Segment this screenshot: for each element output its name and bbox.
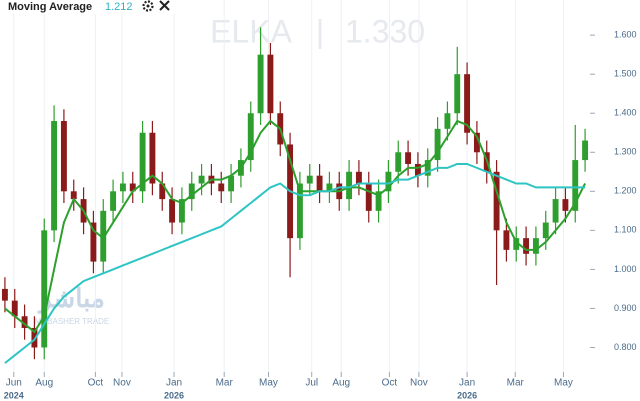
x-axis-bg: [0, 372, 640, 401]
y-tick-label: 1.400: [614, 108, 637, 118]
candle-body: [454, 74, 461, 114]
watermark-symbol: ELKA: [210, 13, 292, 49]
gear-center[interactable]: [146, 4, 150, 8]
candle-body: [473, 132, 480, 153]
candle-body: [444, 113, 451, 129]
y-tick-label: 1.300: [614, 147, 637, 157]
x-tick-label: Aug: [332, 378, 350, 389]
x-tick-label: Jun: [6, 378, 22, 389]
watermark-divider: |: [316, 13, 324, 49]
candle-body: [365, 183, 372, 211]
candle-body: [110, 191, 117, 211]
candle-body: [119, 183, 126, 192]
candle-body: [552, 199, 559, 223]
candle-body: [267, 54, 274, 114]
x-year-label: 2026: [164, 390, 184, 400]
y-tick-label: 0.900: [614, 303, 637, 313]
y-tick-label: 1.000: [614, 264, 637, 274]
x-tick-label: Nov: [113, 378, 131, 389]
candle-body: [188, 183, 195, 200]
candle-body: [31, 327, 38, 348]
candle-body: [41, 230, 48, 348]
close-icon[interactable]: [159, 0, 170, 11]
x-tick-label: Jul: [305, 378, 318, 389]
candle-body: [513, 238, 520, 250]
candle-body: [542, 222, 549, 239]
candle-body: [306, 175, 313, 184]
candle-body: [375, 191, 382, 211]
candle-body: [149, 132, 156, 184]
header-bg: [0, 0, 180, 14]
candle-body: [346, 171, 353, 200]
candle-body: [464, 74, 471, 133]
settings-icon[interactable]: [142, 0, 154, 12]
candle-body: [493, 171, 500, 231]
candle-body: [503, 230, 510, 250]
x-tick-label: Jan: [166, 378, 182, 389]
candle-body: [228, 175, 235, 192]
candle-body: [523, 238, 530, 254]
x-year-label: 2024: [4, 390, 24, 400]
x-tick-label: Oct: [382, 378, 398, 389]
moving-average-line: [4, 119, 586, 334]
candle-body: [572, 160, 579, 211]
candle-body: [169, 199, 176, 223]
candle-body: [51, 121, 58, 231]
y-tick-label: 0.800: [614, 342, 637, 352]
x-tick-label: Jan: [459, 378, 475, 389]
candle-body: [316, 175, 323, 192]
candle-body: [296, 183, 303, 239]
moving-average-line: [4, 162, 586, 364]
gear[interactable]: [142, 0, 154, 12]
candle-body: [326, 183, 333, 192]
y-tick-label: 1.500: [614, 69, 637, 79]
x-tick-label: Mar: [216, 378, 234, 389]
candle-body: [159, 183, 166, 200]
candle-body: [257, 54, 264, 114]
y-tick-label: 1.200: [614, 186, 637, 196]
indicator-name: Moving Average: [8, 1, 92, 13]
candle-body: [11, 300, 18, 317]
candle-body: [90, 222, 97, 262]
x-tick-label: Aug: [35, 378, 53, 389]
candle-body: [218, 183, 225, 192]
candle-body: [355, 171, 362, 184]
candle-body: [414, 163, 421, 176]
candle-body: [129, 183, 136, 192]
y-tick-label: 1.100: [614, 225, 637, 235]
candle-body: [100, 210, 107, 262]
candle-body: [532, 238, 539, 254]
x-tick-label: May: [259, 378, 278, 389]
y-tick-label: 1.600: [614, 30, 637, 40]
candle-body: [385, 171, 392, 192]
indicator-value: 1.212: [105, 1, 133, 13]
x-tick-label: May: [554, 378, 573, 389]
candle-body: [70, 191, 77, 200]
watermark-price: 1.330: [345, 13, 425, 49]
candle-body: [247, 113, 254, 161]
close-x[interactable]: [159, 0, 170, 11]
candle-body: [21, 316, 28, 328]
x-tick-label: Oct: [88, 378, 104, 389]
candle-body: [60, 121, 67, 192]
candle-body: [434, 128, 441, 161]
candle-body: [562, 199, 569, 211]
candle-body: [395, 152, 402, 172]
candle-body: [198, 175, 205, 184]
x-tick-label: Mar: [507, 378, 525, 389]
candle-body: [424, 160, 431, 176]
candle-body: [139, 132, 146, 192]
logo-latin: MUBASHER TRADE: [35, 317, 110, 326]
candle-body: [582, 140, 589, 161]
x-year-label: 2026: [457, 390, 477, 400]
x-tick-label: Nov: [410, 378, 428, 389]
candle-body: [1, 288, 8, 301]
candle-body: [405, 152, 412, 164]
candle-body: [178, 199, 185, 223]
